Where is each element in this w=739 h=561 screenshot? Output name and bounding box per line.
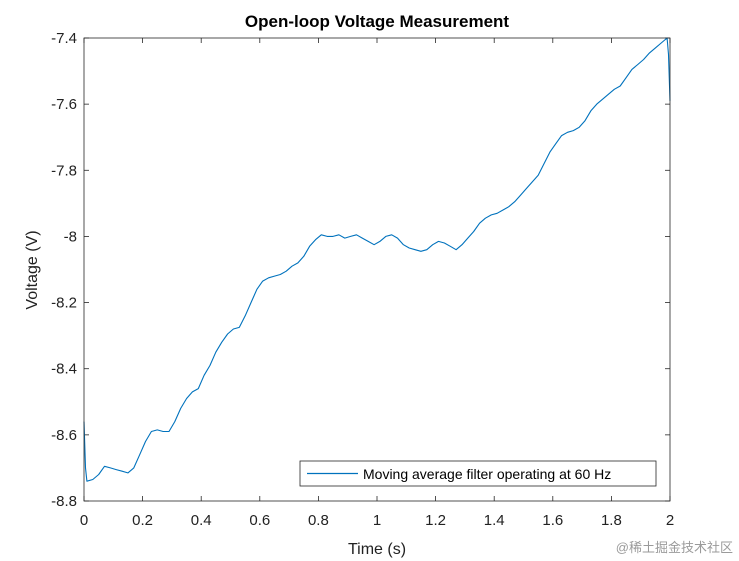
y-tick-label: -7.8 — [51, 162, 77, 179]
x-tick-label: 1.6 — [542, 512, 563, 529]
x-tick-label: 1.2 — [425, 512, 446, 529]
x-tick-label: 1.4 — [484, 512, 505, 529]
x-tick-label: 0.2 — [132, 512, 153, 529]
x-tick-label: 0.6 — [249, 512, 270, 529]
legend-entry-label: Moving average filter operating at 60 Hz — [363, 466, 611, 482]
watermark: @稀土掘金技术社区 — [616, 540, 733, 555]
chart-title: Open-loop Voltage Measurement — [245, 12, 510, 31]
y-axis-label: Voltage (V) — [24, 230, 41, 309]
y-tick-label: -7.6 — [51, 96, 77, 113]
y-tick-label: -7.4 — [51, 30, 77, 47]
legend: Moving average filter operating at 60 Hz — [299, 460, 657, 487]
legend-box — [299, 460, 657, 487]
series-line-moving-average — [83, 37, 671, 482]
x-tick-label: 2 — [666, 512, 674, 529]
x-tick-label: 1.8 — [601, 512, 622, 529]
y-tick-label: -8.8 — [51, 493, 77, 510]
x-tick-label: 1 — [373, 512, 381, 529]
x-axis-ticks: 0 0.2 0.4 0.6 0.8 1 1.2 1.4 1.6 1.8 2 — [80, 38, 674, 529]
x-axis-label: Time (s) — [348, 541, 406, 558]
y-axis-ticks: -7.4 -7.6 -7.8 -8 -8.2 -8.4 -8.6 -8.8 — [51, 30, 670, 510]
x-tick-label: 0 — [80, 512, 88, 529]
y-tick-label: -8 — [64, 228, 77, 245]
y-tick-label: -8.2 — [51, 295, 77, 312]
x-tick-label: 0.8 — [308, 512, 329, 529]
y-tick-label: -8.6 — [51, 427, 77, 444]
plot-area — [84, 38, 670, 501]
x-tick-label: 0.4 — [191, 512, 212, 529]
y-tick-label: -8.4 — [51, 361, 77, 378]
axes-box — [83, 37, 671, 502]
